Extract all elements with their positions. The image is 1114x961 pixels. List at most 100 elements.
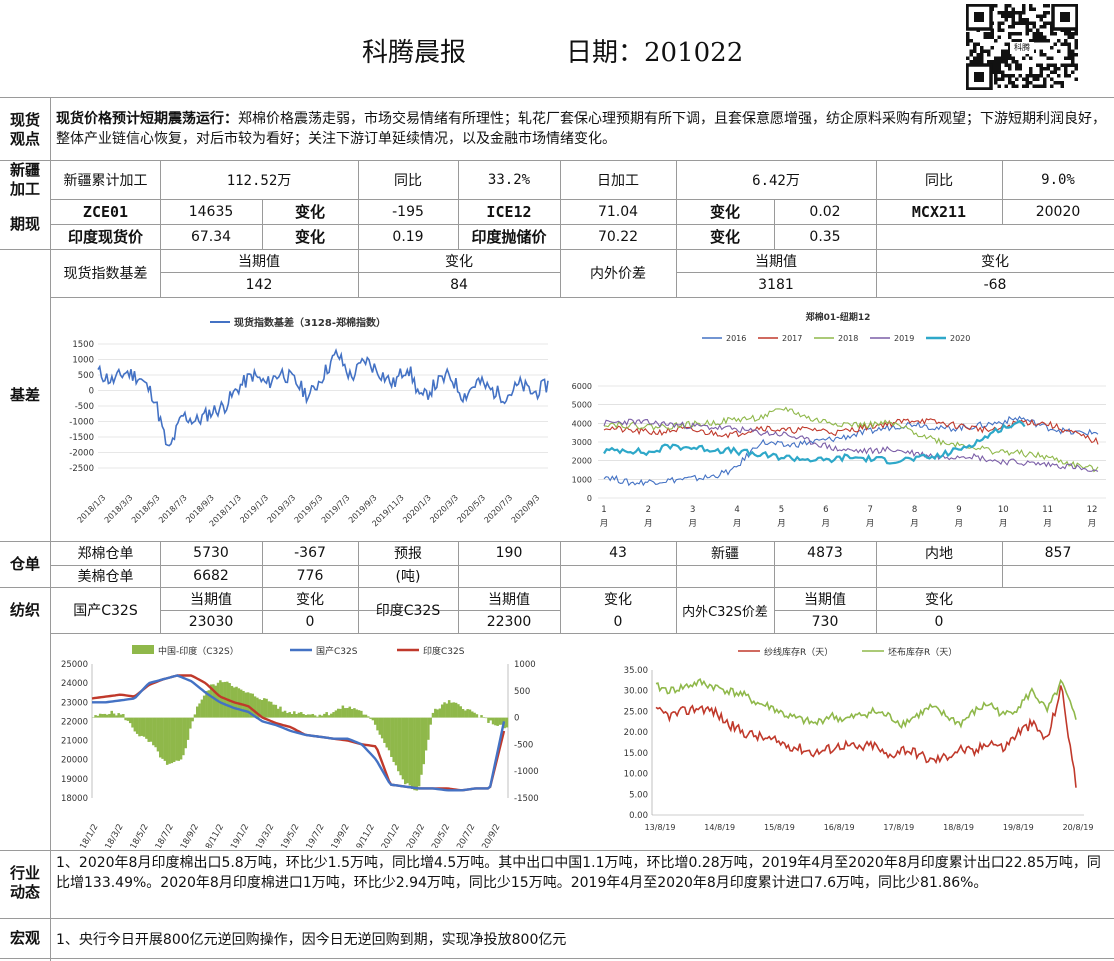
xinjiang-yoy-value: 33.2%: [487, 171, 531, 188]
qr-module: [969, 39, 973, 43]
diff-bar: [385, 717, 389, 748]
diff-bar: [179, 717, 183, 760]
y-tick-label: 0: [89, 387, 94, 397]
qr-module: [1074, 32, 1078, 36]
diff-bar: [327, 715, 331, 718]
diff-bar: [325, 712, 328, 718]
y2-tick-label: 500: [514, 687, 530, 697]
diff-bar: [316, 716, 319, 718]
qr-module: [976, 53, 980, 57]
x-tick-label: 19/9/2: [330, 823, 352, 849]
qr-module: [1018, 74, 1022, 78]
y-tick-label: 20.00: [624, 728, 648, 738]
y-tick-label: 24000: [61, 679, 88, 689]
diff-bar: [276, 708, 280, 718]
qr-module: [1046, 11, 1050, 15]
qr-module: [1008, 14, 1012, 18]
qr-module: [1018, 18, 1022, 22]
qr-module: [1036, 63, 1040, 67]
qr-module: [1036, 84, 1040, 88]
x-tick-unit: 月: [999, 519, 1008, 529]
india-spot-value: 67.34: [190, 228, 232, 245]
x-tick-label: 3: [690, 505, 695, 515]
series-line-2018: [603, 406, 1099, 473]
qr-module: [1043, 35, 1047, 39]
india-reserve-change-value: 0.35: [809, 228, 841, 245]
y-tick-label: 18000: [61, 794, 88, 804]
y-tick-label: -1500: [69, 433, 94, 443]
diff-bar: [283, 710, 287, 718]
qr-module: [973, 49, 977, 53]
x-tick-unit: 月: [955, 519, 964, 529]
qr-module: [987, 53, 991, 57]
qr-module: [994, 56, 998, 60]
diff-bar: [256, 697, 259, 718]
xinjiang-daily-value: 6.42万: [752, 172, 800, 189]
x-tick-label: 17/8/19: [883, 823, 914, 832]
qr-module: [1074, 67, 1078, 71]
series-line-2016: [603, 415, 1099, 487]
qr-module: [994, 74, 998, 78]
qr-module: [1071, 53, 1075, 57]
qr-module: [1043, 25, 1047, 29]
qr-module: [1029, 56, 1033, 60]
domestic-c32s-label: 国产C32S: [73, 603, 138, 619]
qr-module: [1022, 4, 1026, 8]
qr-module: [1001, 14, 1005, 18]
y-tick-label: 0.00: [629, 811, 648, 821]
x-tick-label: 2: [646, 505, 651, 515]
qr-module: [1018, 63, 1022, 67]
diff-bar: [466, 709, 469, 718]
diff-bar: [436, 709, 439, 718]
qr-module: [1011, 39, 1015, 43]
qr-module: [1029, 21, 1033, 25]
legend-label: 印度C32S: [423, 645, 465, 657]
diff-bar: [404, 717, 407, 785]
qr-module: [1008, 46, 1012, 50]
qr-module: [1067, 46, 1071, 50]
diff-bar: [450, 702, 453, 718]
qr-module: [1067, 42, 1071, 46]
qr-module: [1064, 67, 1068, 71]
diff-bar: [186, 717, 190, 740]
qr-module: [1015, 32, 1019, 36]
india-reserve-label: 印度抛储价: [471, 228, 547, 246]
india-current-value: 22300: [486, 613, 532, 630]
diff-bar: [501, 717, 504, 725]
industry-label: 行业动态: [10, 864, 41, 901]
india-c32s-label: 印度C32S: [375, 603, 441, 619]
diff-bar: [274, 704, 278, 718]
qr-module: [1025, 81, 1029, 85]
inventory-ratio-chart: 纱线库存R（天） 坯布库存R（天） 35.00 30.00 25.00 20.00 15.0…: [624, 646, 1094, 832]
qr-module: [1004, 53, 1008, 57]
qr-module: [966, 35, 970, 39]
y-tick-label: 22000: [61, 717, 88, 727]
y2-tick-label: 0: [514, 714, 519, 724]
x-tick-label: 5: [779, 505, 784, 515]
diff-bar: [191, 717, 194, 722]
spot-view-body: 郑棉价格震荡走弱，市场交易情绪有所理性；轧花厂套保心理预期有所下调，且套保意愿增…: [56, 111, 1106, 147]
qr-module: [1011, 11, 1015, 15]
diff-bar: [341, 705, 345, 718]
diff-bar: [360, 710, 363, 718]
diff-bar: [336, 708, 340, 718]
diff-bar: [133, 717, 137, 732]
qr-module: [1053, 63, 1057, 67]
diff-bar: [161, 717, 164, 759]
qr-module: [1025, 77, 1029, 81]
y-tick-label: -2500: [69, 464, 94, 474]
diff-bar: [457, 704, 460, 718]
diff-bar: [454, 702, 458, 718]
qr-module: [1004, 11, 1008, 15]
qr-module: [1004, 56, 1008, 60]
qr-module: [1067, 35, 1071, 39]
qr-module: [1029, 70, 1033, 74]
diff-bar: [94, 715, 97, 718]
qr-module: [1036, 14, 1040, 18]
qr-module: [1050, 32, 1054, 36]
diff-bar: [265, 698, 268, 718]
spot-basis-chart: 现货指数基差（3128-郑棉指数） 1500 1000 500 0 -500 -1000 -1…: [69, 316, 549, 528]
diff-bar: [380, 717, 384, 739]
qr-module: [1064, 63, 1068, 67]
x-tick-label: 2020/5/3: [455, 493, 487, 525]
